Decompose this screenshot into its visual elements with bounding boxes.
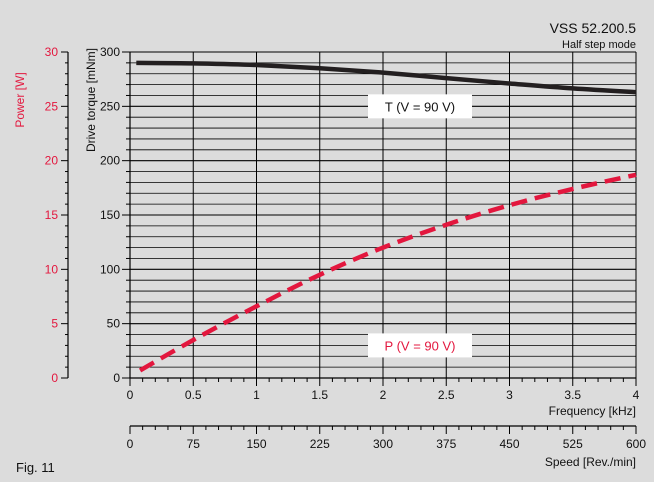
- power-tick-label: 25: [45, 99, 59, 113]
- power-tick-label: 10: [45, 262, 59, 276]
- frequency-tick-label: 3.5: [564, 388, 581, 402]
- grid: [130, 51, 637, 379]
- torque-tick-label: 250: [100, 99, 120, 113]
- series-label-text: P (V = 90 V): [385, 338, 456, 353]
- torque-axis-label: Drive torque [mNm]: [84, 48, 98, 152]
- frequency-axis-label: Frequency [kHz]: [549, 404, 636, 418]
- figure-label: Fig. 11: [16, 460, 55, 475]
- speed-tick-label: 300: [373, 437, 393, 451]
- frequency-tick-label: 0: [127, 388, 134, 402]
- torque-tick-label: 0: [113, 371, 120, 385]
- speed-tick-label: 525: [563, 437, 583, 451]
- torque-curve: [136, 60, 637, 95]
- speed-tick-label: 450: [499, 437, 519, 451]
- power-tick-label: 15: [45, 208, 59, 222]
- speed-tick-label: 75: [187, 437, 201, 451]
- speed-tick-label: 600: [626, 437, 646, 451]
- speed-tick-label: 225: [310, 437, 330, 451]
- power-series-label: P (V = 90 V): [368, 333, 472, 358]
- series-label-box: [368, 333, 472, 358]
- power-tick-label: 5: [51, 317, 58, 331]
- torque-series-label: T (V = 90 V): [368, 94, 472, 119]
- speed-axis-label: Speed [Rev./min]: [545, 455, 636, 469]
- speed-tick-label: 150: [246, 437, 266, 451]
- torque-tick-label: 150: [100, 208, 120, 222]
- torque-tick-label: 50: [107, 317, 121, 331]
- torque-tick-label: 300: [100, 45, 120, 59]
- frequency-tick-label: 1.5: [311, 388, 328, 402]
- frequency-tick-label: 3: [506, 388, 513, 402]
- power-tick-label: 0: [51, 371, 58, 385]
- torque-tick-label: 100: [100, 262, 120, 276]
- series: [136, 60, 637, 373]
- frequency-tick-label: 1: [253, 388, 260, 402]
- power-curve: [138, 172, 637, 373]
- chart-subtitle: Half step mode: [562, 39, 636, 51]
- frequency-tick-label: 4: [633, 388, 640, 402]
- frequency-tick-label: 0.5: [185, 388, 202, 402]
- speed-tick-label: 375: [436, 437, 456, 451]
- series-label-text: T (V = 90 V): [385, 99, 455, 114]
- series-labels: T (V = 90 V) P (V = 90 V): [368, 94, 472, 358]
- power-tick-label: 30: [45, 45, 59, 59]
- frequency-tick-label: 2: [380, 388, 387, 402]
- frequency-tick-label: 2.5: [438, 388, 455, 402]
- series-label-box: [368, 94, 472, 119]
- speed-tick-label: 0: [127, 437, 134, 451]
- chart-title: VSS 52.200.5: [550, 20, 637, 36]
- power-axis-label: Power [W]: [13, 72, 27, 127]
- torque-tick-label: 200: [100, 154, 120, 168]
- power-tick-label: 20: [45, 154, 59, 168]
